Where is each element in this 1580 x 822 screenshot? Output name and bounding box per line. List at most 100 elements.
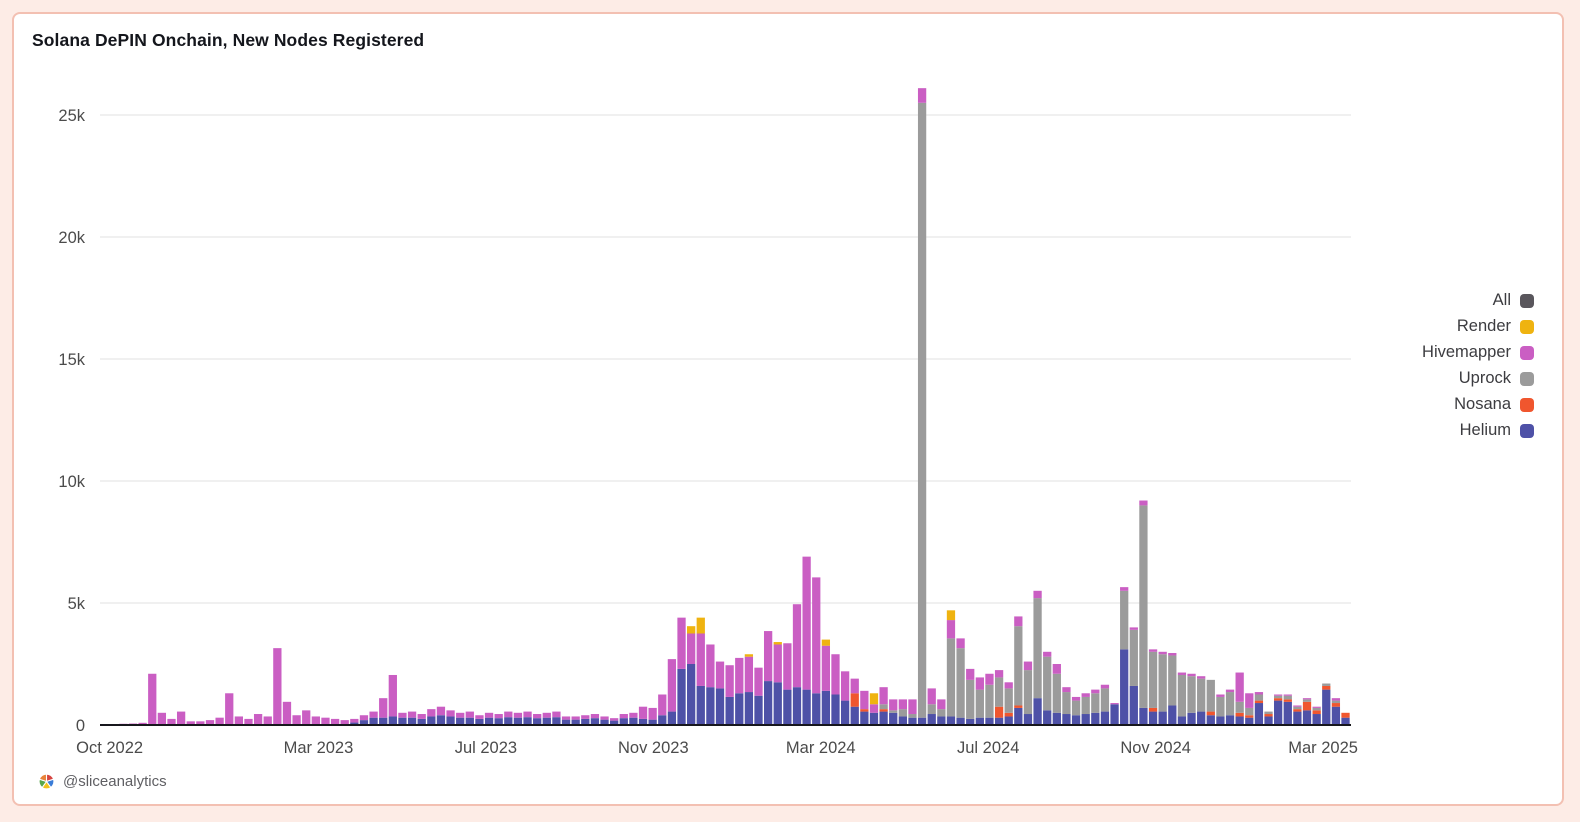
bar-week-101[interactable] — [1071, 696, 1081, 725]
bar-week-119[interactable] — [1245, 693, 1254, 725]
bar-week-105[interactable] — [1110, 703, 1119, 725]
bar-week-108[interactable] — [1139, 500, 1148, 725]
bar-week-129[interactable] — [1341, 712, 1350, 725]
bar-week-70[interactable] — [773, 642, 782, 725]
bar-week-115[interactable] — [1206, 679, 1215, 725]
bar-week-74[interactable] — [812, 577, 821, 725]
bar-week-117[interactable] — [1225, 689, 1235, 725]
bar-week-36[interactable] — [446, 710, 455, 725]
bar-week-125[interactable] — [1302, 698, 1312, 725]
bar-week-41[interactable] — [494, 714, 503, 725]
bar-week-93[interactable] — [994, 670, 1004, 725]
bar-week-110[interactable] — [1158, 651, 1167, 725]
bar-week-25[interactable] — [340, 720, 349, 725]
bar-week-45[interactable] — [533, 714, 542, 725]
bar-week-67[interactable] — [744, 654, 754, 725]
bar-week-40[interactable] — [484, 712, 494, 725]
bar-week-68[interactable] — [754, 667, 763, 725]
bar-week-71[interactable] — [783, 643, 792, 725]
bar-week-43[interactable] — [513, 712, 523, 725]
bar-week-112[interactable] — [1177, 672, 1187, 725]
bar-week-69[interactable] — [763, 631, 773, 725]
bar-week-37[interactable] — [456, 712, 465, 725]
bar-week-50[interactable] — [581, 715, 590, 725]
bar-week-114[interactable] — [1197, 676, 1206, 725]
bar-week-23[interactable] — [321, 717, 330, 725]
bar-week-47[interactable] — [552, 711, 561, 725]
bar-week-22[interactable] — [311, 716, 320, 725]
bar-week-65[interactable] — [725, 665, 734, 725]
bar-week-75[interactable] — [821, 639, 831, 725]
bar-week-102[interactable] — [1081, 693, 1090, 725]
bar-week-88[interactable] — [946, 610, 956, 725]
bar-week-11[interactable] — [205, 720, 215, 725]
bar-week-4[interactable] — [138, 722, 147, 725]
bar-week-13[interactable] — [225, 693, 234, 725]
bar-week-56[interactable] — [638, 706, 648, 725]
bar-week-14[interactable] — [234, 716, 243, 725]
bar-week-103[interactable] — [1091, 689, 1100, 725]
bar-week-121[interactable] — [1264, 711, 1273, 725]
bar-week-58[interactable] — [658, 694, 667, 726]
bar-week-39[interactable] — [475, 715, 484, 725]
bar-week-106[interactable] — [1120, 587, 1129, 725]
bar-week-33[interactable] — [417, 714, 426, 725]
bar-week-35[interactable] — [436, 706, 446, 725]
bar-week-30[interactable] — [388, 674, 397, 725]
bar-week-97[interactable] — [1033, 590, 1042, 725]
bar-week-49[interactable] — [571, 716, 580, 725]
bar-week-24[interactable] — [330, 718, 340, 725]
bar-week-82[interactable] — [889, 699, 898, 725]
legend-item-nosana[interactable]: Nosana — [1454, 395, 1534, 414]
bar-week-31[interactable] — [398, 712, 407, 725]
bar-week-109[interactable] — [1148, 649, 1158, 725]
bar-week-118[interactable] — [1235, 672, 1244, 725]
bar-week-113[interactable] — [1187, 673, 1196, 725]
bar-week-10[interactable] — [196, 721, 205, 725]
bar-week-73[interactable] — [802, 556, 811, 725]
bar-week-17[interactable] — [263, 716, 272, 725]
bar-week-34[interactable] — [427, 709, 436, 725]
legend-item-hivemapper[interactable]: Hivemapper — [1422, 343, 1534, 362]
bar-week-55[interactable] — [629, 712, 638, 725]
bar-week-87[interactable] — [937, 699, 946, 725]
bar-week-104[interactable] — [1100, 684, 1110, 725]
bar-week-72[interactable] — [792, 604, 802, 725]
bar-week-89[interactable] — [956, 638, 965, 725]
bar-week-80[interactable] — [869, 693, 879, 725]
bar-week-12[interactable] — [215, 717, 224, 725]
bar-week-29[interactable] — [379, 698, 388, 725]
bar-week-64[interactable] — [715, 661, 725, 725]
bar-week-124[interactable] — [1293, 705, 1302, 725]
bar-week-20[interactable] — [292, 715, 301, 725]
bar-week-57[interactable] — [648, 707, 657, 725]
bar-week-76[interactable] — [831, 654, 840, 725]
bar-week-18[interactable] — [273, 648, 282, 725]
bar-week-59[interactable] — [667, 659, 677, 725]
bar-week-92[interactable] — [985, 673, 994, 725]
bar-week-100[interactable] — [1062, 687, 1071, 725]
bar-week-128[interactable] — [1331, 698, 1341, 725]
legend-item-helium[interactable]: Helium — [1460, 421, 1534, 440]
bar-week-48[interactable] — [561, 716, 571, 725]
bar-week-53[interactable] — [610, 718, 619, 725]
bar-week-126[interactable] — [1312, 706, 1321, 725]
bar-week-95[interactable] — [1014, 616, 1023, 725]
bar-week-90[interactable] — [966, 668, 975, 725]
bar-week-123[interactable] — [1283, 694, 1292, 726]
bar-week-8[interactable] — [176, 711, 186, 725]
bar-week-62[interactable] — [696, 617, 705, 725]
bar-week-63[interactable] — [706, 644, 715, 725]
bar-week-85[interactable] — [917, 88, 927, 725]
bar-week-78[interactable] — [850, 678, 859, 725]
bar-week-7[interactable] — [167, 718, 176, 725]
bar-week-28[interactable] — [369, 711, 378, 725]
bar-week-61[interactable] — [687, 626, 696, 725]
bar-week-77[interactable] — [840, 671, 850, 725]
bar-week-84[interactable] — [908, 699, 917, 725]
bar-week-127[interactable] — [1322, 683, 1331, 725]
bar-week-120[interactable] — [1254, 692, 1264, 725]
bar-week-83[interactable] — [898, 699, 907, 725]
bar-week-5[interactable] — [148, 673, 157, 725]
bar-week-32[interactable] — [407, 711, 417, 725]
